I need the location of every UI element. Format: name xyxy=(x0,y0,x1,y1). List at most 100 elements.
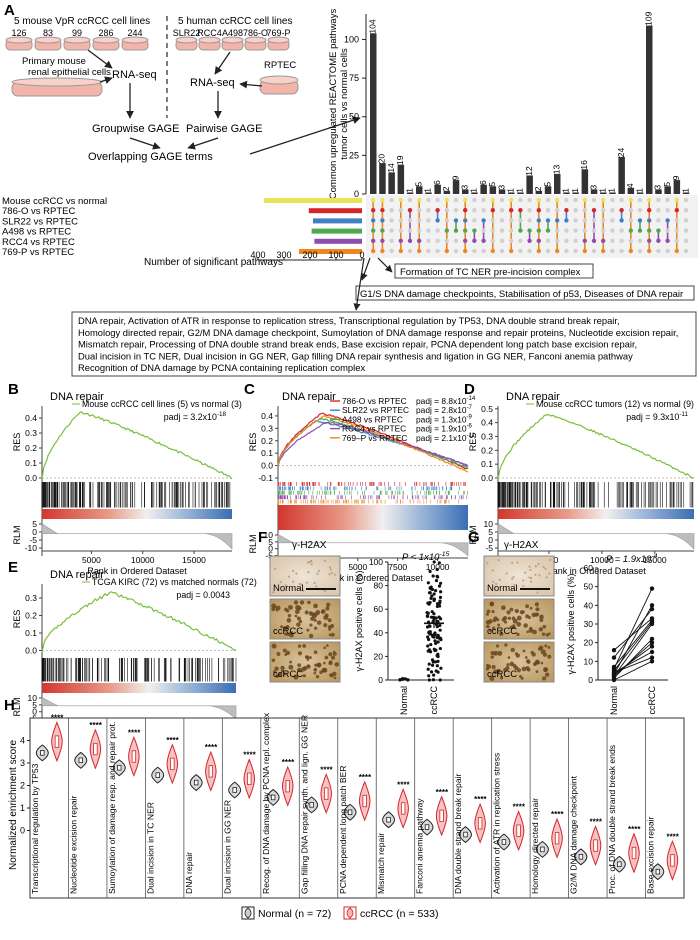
tick-label: 10 xyxy=(484,519,494,529)
upset-bar xyxy=(462,189,469,194)
significance-stars: **** xyxy=(551,810,564,819)
dish-rim xyxy=(92,36,120,44)
matrix-dot xyxy=(518,248,523,254)
matrix-dot xyxy=(545,218,551,223)
nucleus xyxy=(526,630,530,634)
matrix-dot xyxy=(610,228,615,233)
nucleus xyxy=(286,618,292,623)
matrix-dot xyxy=(499,238,505,243)
legend-padj: padj = 8.8x10-14 xyxy=(416,396,476,406)
matrix-dot xyxy=(417,248,422,254)
tick-label: 10 xyxy=(584,656,594,666)
nucleus xyxy=(330,571,333,575)
matrix-dot xyxy=(628,228,633,233)
nucleus xyxy=(331,655,336,660)
pathway-label: PCNA dependent long patch BER xyxy=(338,765,348,894)
matrix-dot xyxy=(683,197,689,203)
nucleus xyxy=(511,616,516,621)
set-size-bar xyxy=(311,228,362,234)
nucleus xyxy=(501,617,506,622)
matrix-dot xyxy=(398,197,403,203)
point-normal xyxy=(611,647,617,653)
nucleus xyxy=(313,667,318,672)
violin-normal-box xyxy=(347,809,353,816)
set-size-bar xyxy=(314,238,362,244)
point-ccrcc xyxy=(432,592,436,596)
matrix-dot xyxy=(545,238,551,243)
nucleus xyxy=(315,585,318,588)
point-ccrcc xyxy=(438,646,442,651)
nucleus xyxy=(529,568,532,571)
matrix-dot xyxy=(481,228,486,233)
matrix-dot xyxy=(435,197,440,203)
matrix-dot xyxy=(463,197,468,203)
matrix-dot xyxy=(591,238,597,243)
matrix-dot xyxy=(371,238,376,243)
matrix-dot xyxy=(463,208,468,213)
point-ccrcc xyxy=(439,590,443,594)
cell-line-label: 99 xyxy=(72,28,82,38)
matrix-dot xyxy=(527,208,532,213)
legend-name: SLR22 vs RPTEC xyxy=(342,405,409,415)
upset-bar-label: 1 xyxy=(598,188,608,193)
gsea-title: DNA repair xyxy=(506,391,560,403)
point-ccrcc xyxy=(427,637,431,642)
tick-label: 5000 xyxy=(82,555,101,565)
matrix-dot xyxy=(463,218,468,223)
upset-bar-label: 1 xyxy=(423,188,433,193)
nucleus xyxy=(328,661,333,666)
nucleus xyxy=(506,663,510,667)
upset-bar-label: 1 xyxy=(607,188,617,193)
rnaseq-right: RNA-seq xyxy=(190,77,235,89)
nucleus xyxy=(519,675,523,679)
tick-label: 0.2 xyxy=(481,445,493,455)
padj-text: padj = 3.2x10-18 xyxy=(164,411,227,422)
matrix-dot xyxy=(380,197,385,203)
pathway-label: DNA repair xyxy=(184,852,194,894)
nucleus xyxy=(541,632,546,636)
pathway-label: Recog. of DNA damage by PCNA repl. compl… xyxy=(261,712,271,894)
nucleus xyxy=(333,676,337,680)
rptec-label: RPTEC xyxy=(264,60,296,71)
panel-label: C xyxy=(244,381,255,398)
matrix-dot xyxy=(481,248,486,254)
nucleus xyxy=(280,625,284,629)
matrix-dot xyxy=(472,228,477,233)
nucleus xyxy=(316,620,322,625)
panel-f-stain: γ-H2AX xyxy=(292,540,327,551)
matrix-dot xyxy=(564,218,569,223)
nucleus xyxy=(539,617,544,622)
nucleus xyxy=(288,664,294,670)
point-ccrcc xyxy=(427,662,431,666)
point-ccrcc xyxy=(438,601,442,605)
set-size-bar xyxy=(264,198,362,203)
rank-gradient-bar xyxy=(278,525,468,530)
nucleus xyxy=(275,674,280,678)
upset-bar-label: 1 xyxy=(469,188,479,193)
point-ccrcc xyxy=(432,647,436,651)
matrix-dot xyxy=(490,208,495,213)
point-ccrcc xyxy=(434,641,438,646)
matrix-dot xyxy=(389,197,394,203)
point-ccrcc xyxy=(427,602,431,606)
nucleus xyxy=(292,580,295,583)
nucleus xyxy=(286,632,291,637)
nucleus xyxy=(524,656,528,659)
nucleus xyxy=(297,644,302,648)
matrix-dot xyxy=(573,238,578,243)
matrix-dot xyxy=(371,208,376,213)
violin-ccrcc-box xyxy=(54,735,60,748)
violin-ccrcc-box xyxy=(554,832,560,845)
nucleus xyxy=(516,621,522,627)
nucleus xyxy=(284,632,288,636)
pair-line xyxy=(613,651,653,673)
matrix-dot xyxy=(417,228,422,233)
nucleus xyxy=(509,607,514,612)
legend-padj: padj = 1.3x10-9 xyxy=(416,414,473,424)
point-normal xyxy=(406,678,410,682)
significance-stars: **** xyxy=(474,795,487,804)
upset-bar xyxy=(508,192,515,194)
tick-label: 80 xyxy=(374,581,384,591)
callout-tcner: Formation of TC NER pre-incision complex xyxy=(377,257,594,279)
violin-ccrcc-box xyxy=(439,809,444,823)
